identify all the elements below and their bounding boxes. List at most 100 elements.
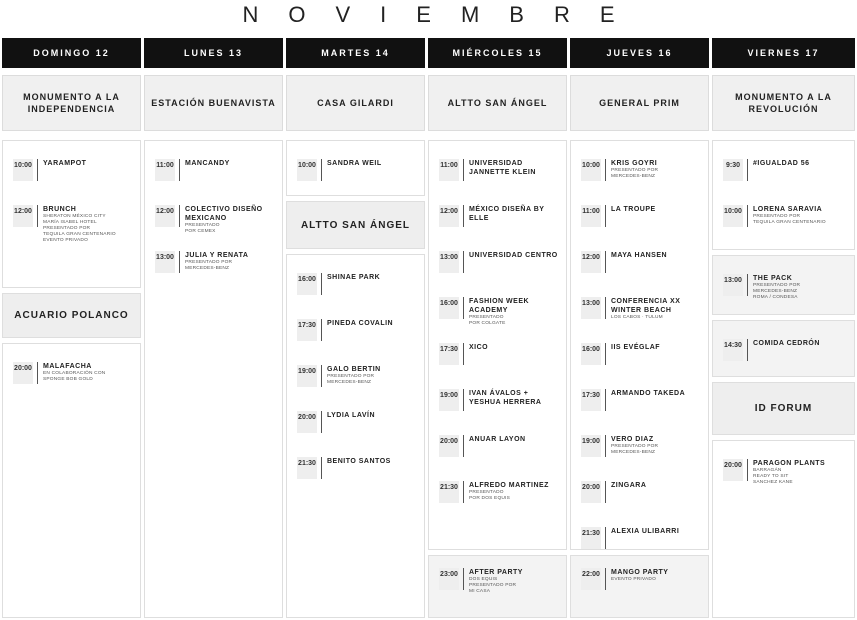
event-time: 10:00	[13, 159, 33, 181]
event-note: TEQUILA GRAN CENTENARIO	[753, 220, 826, 225]
day-column: DOMINGO 12 MONUMENTO A LA INDEPENDENCIA 10…	[2, 38, 141, 618]
event: 16:00 SHINAE PARK	[297, 273, 418, 317]
day-header: MIÉRCOLES 15	[428, 38, 567, 68]
event-note: POR DOS EQUIS	[469, 496, 510, 501]
venue-title: ESTACIÓN BUENAVISTA	[144, 75, 283, 131]
event-info: AFTER PARTY DOS EQUIS PRESENTADO POR MI CAS…	[469, 568, 560, 612]
event-time: 9:30	[723, 159, 743, 181]
divider	[605, 481, 606, 503]
event-note: READY TO SIT	[753, 474, 789, 479]
event-info: YARAMPOT	[43, 159, 134, 203]
event-note: EN COLABORACIÓN CON	[43, 371, 106, 376]
event: 21:30 BENITO SANTOS	[297, 457, 418, 501]
event-name: BENITO SANTOS	[327, 458, 391, 465]
event: 20:00 MALAFACHA EN COLABORACIÓN CON SPONGE …	[13, 362, 134, 406]
event-name: CONFERENCIA XX WINTER BEACH	[611, 298, 681, 314]
block-list: 11:00 MANCANDY 12:00 COLECTIVO DISEÑO MEXIC…	[144, 140, 283, 618]
event-time: 12:00	[13, 205, 33, 227]
event-note: PRESENTADO POR	[753, 214, 801, 219]
event-block: 22:00 MANGO PARTY EVENTO PRIVADO	[570, 555, 709, 618]
day-column: JUEVES 16 GENERAL PRIM 10:00 KRIS GOYRI PRES…	[570, 38, 709, 618]
event-time: 20:00	[297, 411, 317, 433]
divider	[37, 362, 38, 384]
event-time: 19:00	[297, 365, 317, 387]
block-list: 10:00 YARAMPOT 12:00 BRUNCH SHERATON MÉXICO …	[2, 140, 141, 618]
day-header: JUEVES 16	[570, 38, 709, 68]
sub-venue: ALTTO SAN ÁNGEL	[286, 201, 425, 249]
day-column: MARTES 14 CASA GILARDI 10:00 SANDRA WEIL ALT…	[286, 38, 425, 618]
event-note: TEQUILA GRAN CENTENARIO	[43, 232, 116, 237]
event-note: POR COLGATE	[469, 321, 506, 326]
event-info: LA TROUPE	[611, 205, 702, 249]
event-name: SHINAE PARK	[327, 274, 381, 281]
day-header: MARTES 14	[286, 38, 425, 68]
divider	[605, 159, 606, 181]
event-name: KRIS GOYRI	[611, 160, 658, 167]
event: 14:30 COMIDA CEDRÓN	[723, 339, 848, 376]
event-name: ANUAR LAYON	[469, 436, 526, 443]
divider	[605, 251, 606, 273]
event: 11:00 LA TROUPE	[581, 205, 702, 249]
day-header: VIERNES 17	[712, 38, 855, 68]
event-note: PRESENTADO POR	[611, 168, 659, 173]
event-note: MERCEDES-BENZ	[327, 380, 372, 385]
divider	[747, 274, 748, 296]
divider	[321, 319, 322, 341]
divider	[605, 389, 606, 411]
event-note: ROMA / CONDESA	[753, 295, 798, 300]
event-info: MANCANDY	[185, 159, 276, 203]
day-header: DOMINGO 12	[2, 38, 141, 68]
event-name: THE PACK	[753, 275, 793, 282]
divider	[179, 251, 180, 273]
event: 16:00 IIS EVÉGLAF	[581, 343, 702, 387]
event-info: GALO BERTIN PRESENTADO POR MERCEDES-BENZ	[327, 365, 418, 409]
event: 20:00 ZINGARA	[581, 481, 702, 525]
event-info: ARMANDO TAKEDA	[611, 389, 702, 433]
event-block: 20:00 PARAGON PLANTS BARRAGÁN READY TO SIT S…	[712, 440, 855, 618]
event-name: YARAMPOT	[43, 160, 87, 167]
event-note: EVENTO PRIVADO	[611, 577, 657, 582]
event-block: 20:00 MALAFACHA EN COLABORACIÓN CON SPONGE …	[2, 343, 141, 618]
event-note: MERCEDES-BENZ	[753, 289, 798, 294]
event-time: 14:30	[723, 339, 743, 361]
event-block: 13:00 THE PACK PRESENTADO POR MERCEDES-BENZ…	[712, 255, 855, 315]
event-time: 11:00	[439, 159, 459, 181]
event-note: MERCEDES-BENZ	[611, 450, 656, 455]
event-block: 14:30 COMIDA CEDRÓN	[712, 320, 855, 377]
event-note: PRESENTADO	[469, 490, 504, 495]
divider	[321, 365, 322, 387]
event-info: UNIVERSIDAD CENTRO	[469, 251, 560, 295]
event: 17:30 ARMANDO TAKEDA	[581, 389, 702, 433]
divider	[605, 568, 606, 590]
event-time: 20:00	[13, 362, 33, 384]
event-info: ZINGARA	[611, 481, 702, 525]
event-block: 16:00 SHINAE PARK 17:30 PINEDA COVALIN 19:00…	[286, 254, 425, 618]
event: 10:00 SANDRA WEIL	[297, 159, 418, 195]
divider	[605, 205, 606, 227]
event-time: 17:30	[439, 343, 459, 365]
event-name: IIS EVÉGLAF	[611, 344, 661, 351]
event-info: XICO	[469, 343, 560, 387]
event: 23:00 AFTER PARTY DOS EQUIS PRESENTADO POR M…	[439, 568, 560, 612]
event: 12:00 MAYA HANSEN	[581, 251, 702, 295]
event-name: #IGUALDAD 56	[753, 160, 810, 167]
event-name: COLECTIVO DISEÑO MEXICANO	[185, 206, 263, 222]
event-block: 9:30 #IGUALDAD 56 10:00 LORENA SARAVIA PRESE…	[712, 140, 855, 250]
event-note: BARRAGÁN	[753, 468, 782, 473]
event: 16:00 FASHION WEEK ACADEMY PRESENTADO POR C…	[439, 297, 560, 341]
divider	[463, 343, 464, 365]
event-note: PRESENTADO POR	[611, 444, 659, 449]
venue-title: MONUMENTO A LA REVOLUCIÓN	[712, 75, 855, 131]
venue-title: MONUMENTO A LA INDEPENDENCIA	[2, 75, 141, 131]
event: 13:00 JULIA Y RENATA PRESENTADO POR MERCEDE…	[155, 251, 276, 295]
sub-venue: ID FORUM	[712, 382, 855, 435]
divider	[747, 459, 748, 481]
event-name: COMIDA CEDRÓN	[753, 340, 820, 347]
event-info: MANGO PARTY EVENTO PRIVADO	[611, 568, 702, 612]
event-time: 16:00	[439, 297, 459, 319]
event: 11:00 UNIVERSIDAD JANNETTE KLEIN	[439, 159, 560, 203]
event-name: ALFREDO MARTINEZ	[469, 482, 549, 489]
event-info: ALEXIA ULIBARRI	[611, 527, 702, 549]
event-time: 12:00	[155, 205, 175, 227]
event-info: UNIVERSIDAD JANNETTE KLEIN	[469, 159, 560, 203]
